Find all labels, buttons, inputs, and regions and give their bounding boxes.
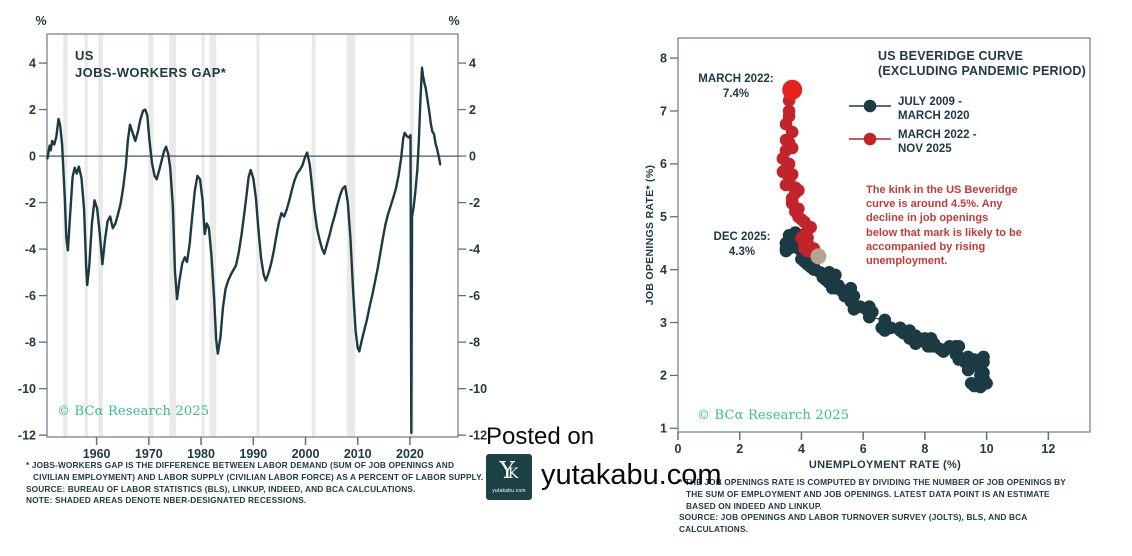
y-tick-label: 1 (660, 422, 667, 436)
data-point (964, 377, 978, 390)
y-tick-label: 4 (469, 56, 476, 70)
y-tick-label: 4 (660, 263, 667, 277)
legend-label: MARCH 2022 - (898, 129, 977, 141)
y-tick-label: -12 (18, 428, 36, 442)
left-chart-title: US JOBS-WORKERS GAP* (75, 47, 226, 81)
y-tick-label: -10 (18, 382, 36, 396)
yutakabu-logo-caption: yutakabu.com (492, 488, 526, 494)
x-tick-label: 1990 (239, 447, 267, 461)
bca-watermark-right: © BCα Research 2025 (697, 408, 850, 423)
dec-2025-annotation: 4.3% (729, 246, 755, 258)
x-tick-label: 1970 (135, 447, 163, 461)
x-tick-label: 2 (736, 442, 743, 456)
legend-item-1: MARCH 2022 - NOV 2025 (849, 129, 977, 155)
watermark-overlay: Posted on YK yutakabu.com yutakabu.com (486, 422, 722, 500)
y-tick-label: 2 (29, 103, 36, 117)
x-tick-label: 4 (798, 442, 805, 456)
recession-band (311, 34, 316, 437)
footnote: SOURCE: JOB OPENINGS AND LABOR TURNOVER … (679, 512, 1028, 535)
right-chart-title-line2: (EXCLUDING PANDEMIC PERIOD) (878, 64, 1086, 78)
y-tick-label: -8 (469, 335, 480, 349)
legend-item-0: JULY 2009 - MARCH 2020 (849, 96, 970, 122)
y-tick-label: -2 (469, 196, 480, 210)
y-tick-label: 2 (660, 369, 667, 383)
right-chart-title-line1: US BEVERIDGE CURVE (878, 49, 1024, 63)
site-name: yutakabu.com (541, 459, 722, 491)
y-tick-label: 5 (660, 210, 667, 224)
left-chart-title-line2: JOBS-WORKERS GAP* (75, 65, 227, 80)
footnote: SOURCE: BUREAU OF LABOR STATISTICS (BLS)… (26, 483, 416, 494)
recession-band (201, 34, 205, 437)
data-point (782, 79, 803, 100)
y-tick-label: -8 (25, 335, 36, 349)
plot-frame (46, 33, 459, 438)
y-tick-label: 0 (29, 149, 36, 163)
x-tick-label: 1980 (187, 447, 215, 461)
legend-marker-dot (863, 132, 877, 146)
x-tick-label: 2010 (344, 447, 372, 461)
y-tick-label: -4 (25, 242, 36, 256)
jobs-workers-gap-line (46, 66, 442, 434)
legend-label: NOV 2025 (898, 143, 952, 155)
posted-on-text: Posted on (486, 423, 595, 450)
recession-band (209, 34, 217, 437)
y-tick-label: -10 (469, 382, 487, 396)
y-tick-label: 6 (660, 157, 667, 171)
footnote: * THE JOB OPENINGS RATE IS COMPUTED BY D… (679, 477, 1066, 511)
kink-note: The kink in the US Beveridge curve is ar… (866, 184, 1022, 268)
footnote: * JOBS-WORKERS GAP IS THE DIFFERENCE BET… (26, 460, 484, 482)
legend-label: MARCH 2020 (898, 110, 970, 122)
x-tick-label: 10 (980, 442, 994, 456)
x-tick-label: 2000 (292, 447, 320, 461)
series-march-2022-nov-2025 (776, 79, 824, 261)
recession-band (169, 34, 176, 437)
bca-watermark-left: © BCα Research 2025 (57, 404, 210, 419)
x-tick-label: 0 (675, 442, 682, 456)
data-point (810, 248, 827, 265)
yutakabu-monogram: YK (499, 458, 519, 484)
plot-frame (677, 37, 1091, 433)
y-tick-label: -2 (25, 196, 36, 210)
percent-unit-label: % (448, 14, 459, 28)
right-chart-title: US BEVERIDGE CURVE (EXCLUDING PANDEMIC P… (878, 49, 1086, 79)
x-tick-label: 12 (1041, 442, 1055, 456)
series-dec-2025-estimate-4-3- (810, 248, 827, 265)
left-chart-title-line1: US (75, 48, 94, 63)
recession-band (148, 34, 154, 437)
x-tick-label: 6 (860, 442, 867, 456)
x-axis-title: UNEMPLOYMENT RATE (%) (808, 459, 962, 471)
y-tick-label: -6 (469, 289, 480, 303)
x-tick-label: 2020 (396, 447, 424, 461)
y-tick-label: 7 (660, 104, 667, 118)
legend-marker-dot (863, 99, 877, 113)
data-point (912, 332, 925, 345)
y-tick-label: -12 (469, 428, 487, 442)
data-point (782, 104, 796, 118)
y-tick-label: 2 (469, 103, 476, 117)
jobs-workers-gap-chart: 4 4 2 2 0 0 -2 -2 -4 -4 -6 -6 -8 -8 -10 -10 -12 -12% % 1960… (18, 14, 487, 461)
left-chart-footnotes: * JOBS-WORKERS GAP IS THE DIFFERENCE BET… (26, 460, 490, 507)
legend-label: JULY 2009 - (898, 96, 962, 108)
y-tick-label: 8 (660, 51, 667, 65)
march-2022-annotation: 7.4% (723, 88, 749, 100)
y-tick-label: -6 (25, 289, 36, 303)
y-tick-label: -4 (469, 242, 480, 256)
dec-2025-annotation: DEC 2025: (714, 231, 771, 243)
right-chart-footnotes: * THE JOB OPENINGS RATE IS COMPUTED BY D… (679, 477, 1081, 536)
y-tick-label: 3 (660, 316, 667, 330)
yutakabu-logo: YK yutakabu.com (486, 454, 532, 500)
percent-unit-label: % (35, 14, 46, 28)
footnote: NOTE: SHADED AREAS DENOTE NBER-DESIGNATE… (26, 495, 307, 506)
march-2022-annotation: MARCH 2022: (698, 73, 773, 85)
y-tick-label: 4 (29, 56, 36, 70)
y-tick-label: 0 (469, 149, 476, 163)
x-tick-label: 1960 (83, 447, 111, 461)
x-tick-label: 8 (921, 442, 928, 456)
data-point (863, 310, 876, 324)
y-axis-title: JOB OPENINGS RATE* (%) (644, 164, 656, 306)
